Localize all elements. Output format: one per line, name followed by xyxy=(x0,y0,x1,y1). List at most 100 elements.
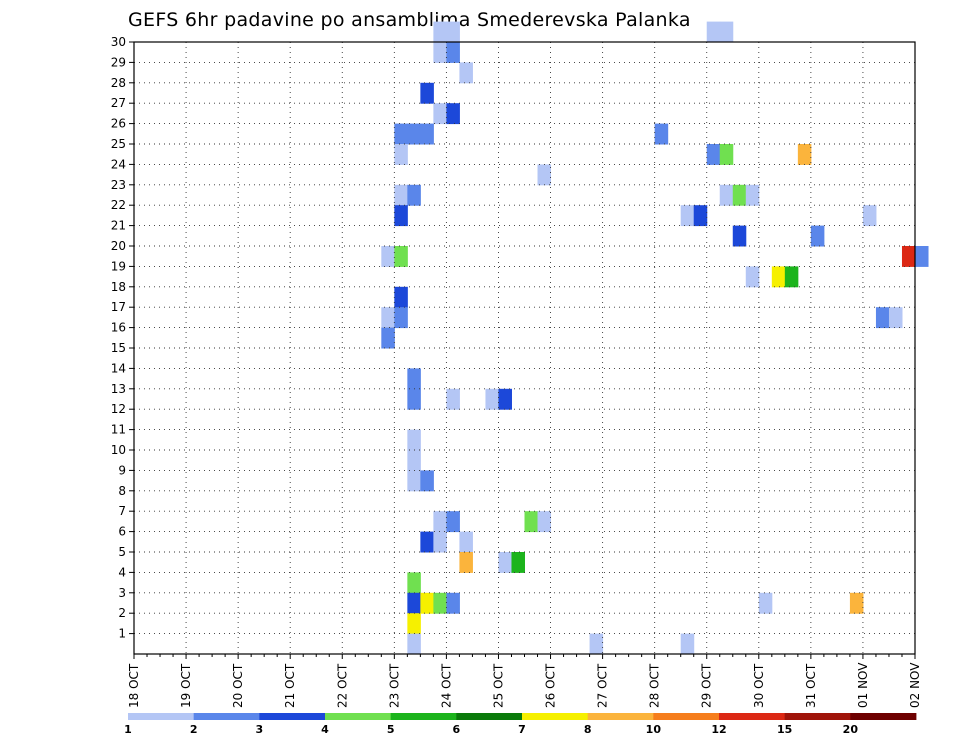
heatmap-cell xyxy=(680,205,695,227)
colorbar-swatch xyxy=(784,713,851,720)
heatmap-cell xyxy=(394,144,408,165)
y-tick-label: 12 xyxy=(111,402,126,416)
x-tick-label: 02 NOV xyxy=(908,662,922,708)
y-tick-label: 7 xyxy=(118,504,126,518)
y-tick-label: 26 xyxy=(111,117,126,131)
heatmap-cell xyxy=(771,266,786,288)
colorbar-label: 12 xyxy=(711,723,726,736)
x-tick-label: 20 OCT xyxy=(231,663,245,708)
heatmap-cell xyxy=(758,592,773,614)
colorbar-swatch xyxy=(259,713,326,720)
y-tick-label: 15 xyxy=(111,341,126,355)
heatmap-cell xyxy=(719,144,734,165)
heatmap-cell xyxy=(394,123,408,145)
heatmap-cell xyxy=(407,429,421,451)
heatmap-cell xyxy=(797,144,812,165)
y-tick-label: 21 xyxy=(111,219,126,233)
y-tick-label: 29 xyxy=(111,55,126,69)
heatmap-cell xyxy=(589,633,604,655)
heatmap-cell xyxy=(849,592,864,614)
heatmap-cells xyxy=(381,21,929,655)
heatmap-cell xyxy=(706,144,721,165)
y-tick-label: 9 xyxy=(118,463,126,477)
heatmap-cell xyxy=(459,531,473,553)
y-tick-label: 28 xyxy=(111,76,126,90)
heatmap-cell xyxy=(407,613,421,635)
heatmap-cell xyxy=(498,552,512,573)
heatmap-cell xyxy=(433,592,447,614)
heatmap-cell xyxy=(875,307,890,329)
heatmap-cell xyxy=(485,388,499,410)
y-tick-label: 18 xyxy=(111,280,126,294)
y-axis-ticks: 1234567891011121314151617181920212223242… xyxy=(111,35,134,641)
x-tick-label: 01 NOV xyxy=(856,662,870,708)
heatmap-cell xyxy=(680,633,695,655)
y-tick-label: 22 xyxy=(111,198,126,212)
y-tick-label: 6 xyxy=(118,525,126,539)
heatmap-cell xyxy=(407,470,421,492)
heatmap-cell xyxy=(420,592,434,614)
heatmap-cell xyxy=(381,246,395,267)
heatmap-cell xyxy=(537,164,552,186)
colorbar-label: 15 xyxy=(777,723,792,736)
x-tick-label: 25 OCT xyxy=(491,663,505,708)
x-tick-label: 21 OCT xyxy=(283,663,297,708)
heatmap-cell xyxy=(407,572,421,594)
y-tick-label: 25 xyxy=(111,137,126,151)
heatmap-cell xyxy=(706,21,721,43)
heatmap-cell xyxy=(420,531,434,553)
heatmap-cell xyxy=(862,205,877,227)
heatmap-cell xyxy=(420,123,434,145)
heatmap-cell xyxy=(394,205,408,227)
heatmap-cell xyxy=(407,388,421,410)
y-tick-label: 3 xyxy=(118,586,126,600)
heatmap-cell xyxy=(810,225,825,247)
y-tick-label: 16 xyxy=(111,321,126,335)
heatmap-cell xyxy=(654,123,669,145)
chart-title: GEFS 6hr padavine po ansamblima Smederev… xyxy=(128,9,691,31)
heatmap-cell xyxy=(446,103,460,125)
colorbar-label: 1 xyxy=(124,723,132,736)
x-tick-label: 27 OCT xyxy=(596,663,610,708)
heatmap-cell xyxy=(433,42,447,63)
y-tick-label: 30 xyxy=(111,35,126,49)
colorbar-label: 4 xyxy=(321,723,329,736)
heatmap-cell xyxy=(888,307,903,329)
colorbar-swatch xyxy=(850,713,917,720)
heatmap-cell xyxy=(901,246,916,267)
y-tick-label: 23 xyxy=(111,178,126,192)
heatmap-cell xyxy=(381,307,395,329)
heatmap-cell xyxy=(719,21,734,43)
x-tick-label: 23 OCT xyxy=(387,663,401,708)
y-tick-label: 5 xyxy=(118,545,126,559)
grid-lines xyxy=(134,42,915,654)
heatmap-cell xyxy=(394,246,408,267)
colorbar-label: 5 xyxy=(387,723,395,736)
colorbar-label: 10 xyxy=(646,723,662,736)
heatmap-cell xyxy=(459,552,473,573)
x-tick-label: 29 OCT xyxy=(700,663,714,708)
heatmap-cell xyxy=(394,184,408,206)
x-tick-label: 28 OCT xyxy=(648,663,662,708)
y-tick-label: 10 xyxy=(111,443,126,457)
heatmap-cell xyxy=(446,388,460,410)
heatmap-cell xyxy=(511,552,525,573)
y-tick-label: 14 xyxy=(111,361,126,375)
heatmap-cell xyxy=(745,184,760,206)
heatmap-cell xyxy=(446,592,460,614)
heatmap-cell xyxy=(433,511,447,533)
heatmap-cell xyxy=(407,450,421,471)
x-tick-label: 26 OCT xyxy=(544,663,558,708)
heatmap-cell xyxy=(420,470,434,492)
colorbar-swatch xyxy=(325,713,392,720)
colorbar-swatch xyxy=(719,713,786,720)
heatmap-cell xyxy=(433,103,447,125)
colorbar-swatch xyxy=(193,713,260,720)
heatmap-cell xyxy=(381,327,395,349)
colorbar: 1 2 3 4 5 6 7 8 10 12 15 20 xyxy=(124,713,917,736)
heatmap-cell xyxy=(459,62,473,84)
heatmap-cell xyxy=(407,123,421,145)
heatmap-cell xyxy=(537,511,552,533)
heatmap-cell xyxy=(433,531,447,553)
